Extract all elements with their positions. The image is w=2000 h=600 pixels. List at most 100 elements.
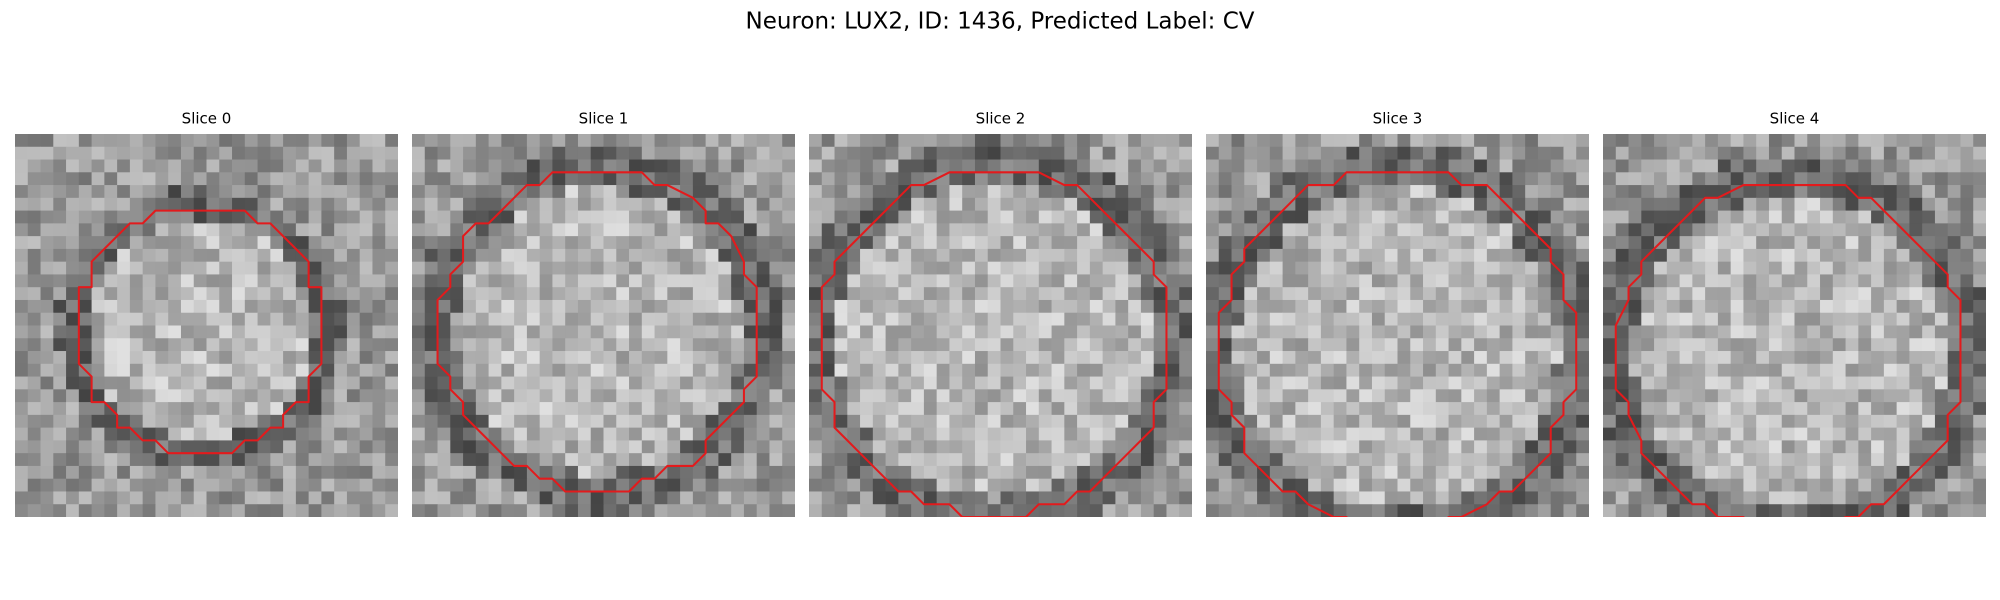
pixel bbox=[641, 389, 655, 403]
pixel bbox=[731, 274, 745, 288]
pixel bbox=[654, 478, 668, 492]
pixel bbox=[1947, 312, 1961, 326]
pixel bbox=[962, 465, 976, 480]
pixel bbox=[91, 146, 105, 160]
pixel bbox=[1679, 134, 1693, 148]
pixel bbox=[1218, 312, 1232, 326]
pixel bbox=[692, 376, 707, 390]
pixel bbox=[1128, 223, 1142, 237]
pixel bbox=[705, 172, 719, 186]
pixel bbox=[450, 210, 464, 224]
pixel bbox=[385, 478, 398, 492]
pixel bbox=[1909, 159, 1923, 173]
pixel bbox=[860, 351, 874, 365]
pixel bbox=[1615, 274, 1629, 288]
pixel bbox=[1654, 223, 1668, 237]
pixel bbox=[1807, 504, 1821, 517]
pixel bbox=[1525, 325, 1539, 339]
pixel bbox=[1807, 465, 1821, 480]
pixel bbox=[1550, 172, 1564, 186]
pixel bbox=[346, 146, 361, 160]
pixel bbox=[1371, 223, 1386, 237]
pixel bbox=[91, 363, 105, 377]
pixel bbox=[437, 146, 451, 160]
pixel bbox=[475, 453, 489, 467]
pixel bbox=[1871, 389, 1885, 403]
pixel bbox=[1743, 197, 1757, 211]
pixel bbox=[1474, 414, 1488, 429]
pixel bbox=[898, 236, 912, 250]
pixel bbox=[1768, 261, 1783, 275]
pixel bbox=[577, 427, 592, 441]
pixel bbox=[860, 287, 874, 301]
pixel bbox=[450, 504, 464, 517]
pixel bbox=[1550, 376, 1564, 390]
pixel bbox=[1679, 376, 1693, 390]
pixel bbox=[1115, 236, 1129, 250]
pixel bbox=[1166, 210, 1180, 224]
pixel bbox=[1295, 389, 1309, 403]
pixel bbox=[1026, 185, 1040, 199]
pixel bbox=[1218, 376, 1232, 390]
pixel bbox=[539, 261, 553, 275]
pixel bbox=[1026, 402, 1040, 416]
pixel bbox=[1743, 223, 1757, 237]
pixel bbox=[667, 427, 681, 441]
pixel bbox=[1576, 248, 1589, 263]
pixel bbox=[1435, 376, 1449, 390]
pixel bbox=[1295, 274, 1309, 288]
pixel bbox=[168, 427, 182, 441]
pixel bbox=[743, 197, 758, 211]
pixel bbox=[1909, 351, 1923, 365]
pixel bbox=[872, 159, 886, 173]
pixel bbox=[1871, 210, 1885, 224]
pixel bbox=[1166, 491, 1180, 505]
pixel bbox=[193, 478, 207, 492]
pixel bbox=[872, 338, 886, 352]
pixel bbox=[66, 389, 80, 403]
pixel bbox=[91, 389, 105, 403]
pixel bbox=[1359, 248, 1373, 263]
pixel bbox=[1115, 478, 1129, 492]
pixel bbox=[475, 134, 489, 148]
pixel bbox=[1295, 197, 1309, 211]
pixel bbox=[743, 427, 758, 441]
pixel bbox=[680, 389, 694, 403]
pixel bbox=[1206, 312, 1220, 326]
pixel bbox=[1525, 159, 1539, 173]
pixel bbox=[372, 312, 386, 326]
pixel bbox=[117, 414, 131, 429]
pixel bbox=[1896, 491, 1910, 505]
pixel bbox=[1717, 172, 1732, 186]
pixel bbox=[1038, 185, 1052, 199]
pixel bbox=[1282, 236, 1296, 250]
pixel bbox=[283, 223, 297, 237]
pixel bbox=[1333, 491, 1347, 505]
pixel bbox=[321, 274, 335, 288]
pixel bbox=[962, 491, 976, 505]
pixel bbox=[283, 299, 297, 314]
pixel bbox=[1435, 351, 1449, 365]
pixel bbox=[1102, 261, 1116, 275]
pixel bbox=[1140, 274, 1155, 288]
pixel bbox=[1717, 146, 1732, 160]
pixel bbox=[1692, 376, 1706, 390]
pixel bbox=[577, 376, 592, 390]
pixel bbox=[885, 440, 899, 454]
pixel bbox=[1845, 478, 1859, 492]
pixel bbox=[526, 338, 541, 352]
pixel bbox=[974, 312, 989, 326]
pixel bbox=[1550, 274, 1564, 288]
pixel bbox=[654, 197, 668, 211]
pixel bbox=[1448, 134, 1462, 148]
pixel bbox=[334, 363, 348, 377]
pixel bbox=[346, 504, 361, 517]
pixel bbox=[731, 146, 745, 160]
pixel bbox=[1102, 376, 1116, 390]
pixel bbox=[1768, 159, 1783, 173]
pixel bbox=[15, 402, 29, 416]
pixel bbox=[1858, 491, 1872, 505]
pixel bbox=[962, 440, 976, 454]
pixel bbox=[257, 402, 271, 416]
pixel bbox=[1320, 440, 1335, 454]
